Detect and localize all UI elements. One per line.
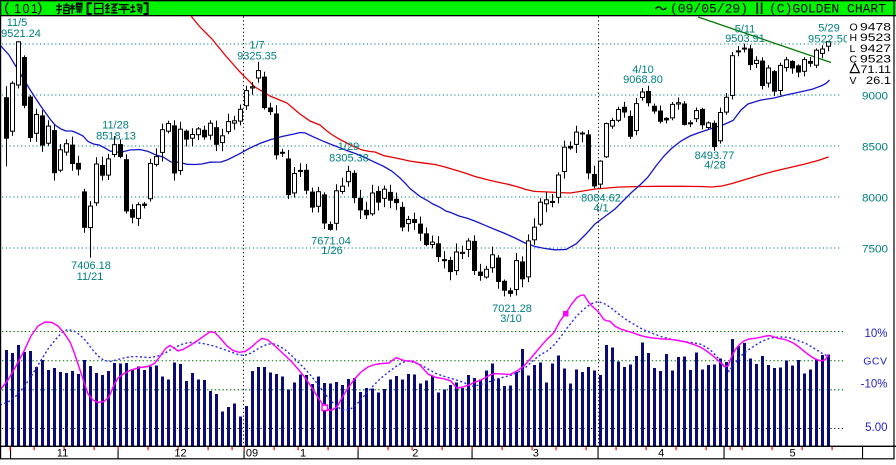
svg-text:9000: 9000 [862,91,888,103]
svg-text:5: 5 [790,448,796,460]
svg-text:1/7: 1/7 [249,40,264,52]
svg-text:7406.18: 7406.18 [71,260,111,272]
svg-text:9503.91: 9503.91 [725,33,765,45]
svg-text:10%: 10% [864,328,887,340]
svg-text:101: 101 [14,2,39,16]
svg-text:11/21: 11/21 [77,271,104,283]
svg-text:-10%: -10% [861,379,888,391]
svg-text:2: 2 [412,448,418,460]
svg-text:4/10: 4/10 [632,64,653,76]
svg-text:4: 4 [658,448,664,460]
svg-text:9325.35: 9325.35 [237,51,277,63]
svg-text:4/28: 4/28 [704,159,725,171]
svg-text:12: 12 [174,448,186,460]
svg-text:3: 3 [533,448,539,460]
svg-text:11/5: 11/5 [7,17,28,29]
svg-text:O: O [850,22,858,34]
svg-text:9523: 9523 [860,53,891,65]
svg-text:5.00: 5.00 [865,422,887,434]
svg-text:8518.13: 8518.13 [96,131,136,143]
svg-text:(C)GOLDEN CHART: (C)GOLDEN CHART [769,2,886,17]
svg-text:7671.04: 7671.04 [311,236,351,248]
svg-text:8500: 8500 [862,142,888,154]
svg-text:71.11: 71.11 [861,64,892,76]
svg-text:8000: 8000 [862,193,888,205]
svg-text:9523: 9523 [860,32,891,44]
svg-text:GCV: GCV [863,356,887,368]
svg-text:9521.24: 9521.24 [1,28,41,40]
svg-text:1/29: 1/29 [338,141,359,153]
svg-text:9522.50: 9522.50 [808,34,850,46]
svg-text:H: H [850,32,858,44]
svg-text:8084.62: 8084.62 [581,193,621,205]
svg-text:1/26: 1/26 [321,245,342,257]
svg-text:L: L [850,43,856,55]
svg-text:4/1: 4/1 [593,203,608,215]
svg-text:11/28: 11/28 [102,120,129,132]
svg-text:7021.28: 7021.28 [492,303,532,315]
svg-text:(09/05/29): (09/05/29) [670,2,748,17]
svg-text:8305.38: 8305.38 [329,152,369,164]
svg-text:26.1: 26.1 [866,75,891,87]
svg-text:9068.80: 9068.80 [623,74,663,86]
svg-text:V: V [850,75,857,87]
svg-text:3/10: 3/10 [500,313,521,325]
svg-text:9478: 9478 [860,22,891,34]
svg-text:9427: 9427 [860,43,891,55]
svg-text:11: 11 [57,448,68,460]
svg-text:C: C [850,53,858,65]
svg-text:5/11: 5/11 [735,24,756,36]
svg-text:7500: 7500 [862,244,888,256]
svg-text:5/29: 5/29 [818,23,839,35]
svg-text:8493.77: 8493.77 [695,150,735,162]
svg-text:1: 1 [300,448,306,460]
svg-text:09: 09 [246,448,258,460]
